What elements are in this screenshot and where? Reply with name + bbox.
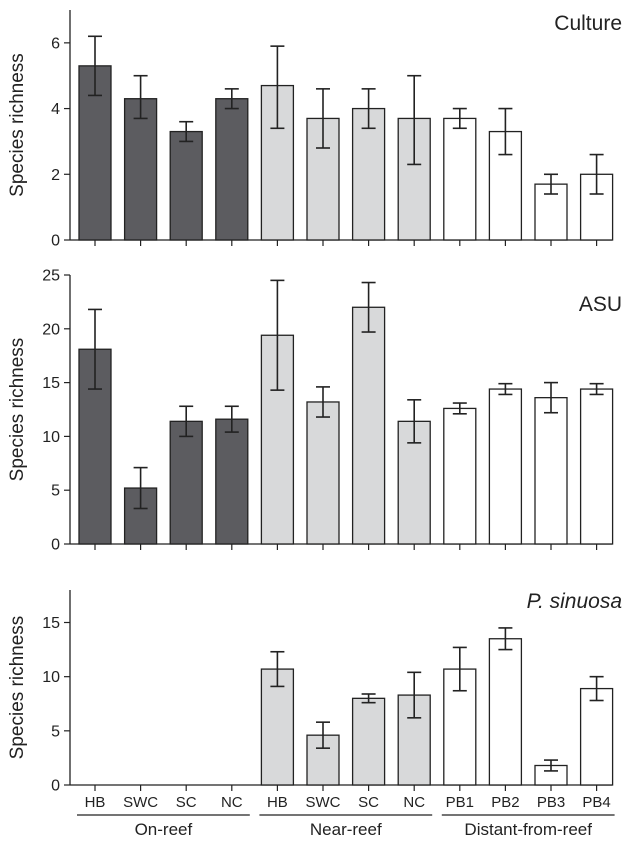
y-axis-label: Species richness — [7, 616, 28, 760]
y-tick-label: 6 — [51, 35, 60, 52]
y-tick-label: 15 — [42, 375, 60, 392]
y-tick-label: 5 — [51, 723, 60, 740]
bar — [579, 388, 614, 545]
y-tick-label: 20 — [42, 321, 60, 338]
x-category-label: PB3 — [537, 794, 565, 811]
x-category-label: SC — [358, 794, 379, 811]
x-category-label: SWC — [306, 794, 341, 811]
y-tick-label: 0 — [51, 778, 60, 795]
y-axis-label: Species richness — [7, 338, 28, 482]
bar — [488, 638, 523, 786]
group-label: On-reef — [135, 820, 193, 839]
x-category-label: PB1 — [446, 794, 474, 811]
y-tick-label: 0 — [51, 233, 60, 250]
bar — [351, 306, 386, 545]
bar — [443, 117, 477, 241]
x-category-label: PB2 — [491, 794, 519, 811]
x-category-label: HB — [85, 794, 106, 811]
x-category-label: SC — [176, 794, 197, 811]
x-category-label: SWC — [123, 794, 158, 811]
bar — [534, 397, 568, 545]
bar — [169, 420, 203, 545]
x-category-label: PB4 — [582, 794, 610, 811]
bar — [215, 418, 249, 545]
bar — [351, 697, 386, 786]
y-tick-label: 5 — [51, 483, 60, 500]
group-label: Near-reef — [310, 820, 382, 839]
y-tick-label: 4 — [51, 101, 60, 118]
bar — [123, 98, 158, 241]
y-tick-label: 0 — [51, 537, 60, 554]
bar — [488, 388, 523, 545]
x-category-label: NC — [221, 794, 243, 811]
bar — [579, 687, 614, 786]
bar — [351, 107, 386, 241]
bar — [306, 401, 340, 545]
group-label: Distant-from-reef — [464, 820, 592, 839]
y-tick-label: 2 — [51, 167, 60, 184]
bar — [215, 98, 249, 241]
bar — [260, 668, 295, 786]
y-axis-label: Species richness — [7, 53, 28, 197]
bar — [169, 130, 203, 241]
panel-title: P. sinuosa — [527, 590, 622, 613]
panel-title: Culture — [554, 12, 622, 35]
panel-title: ASU — [579, 293, 622, 316]
bar — [443, 407, 477, 545]
bar — [443, 668, 477, 786]
y-tick-label: 15 — [42, 615, 60, 632]
x-category-label: HB — [267, 794, 288, 811]
y-tick-label: 10 — [42, 669, 60, 686]
y-tick-label: 25 — [42, 268, 60, 285]
x-category-label: NC — [403, 794, 425, 811]
y-tick-label: 10 — [42, 429, 60, 446]
